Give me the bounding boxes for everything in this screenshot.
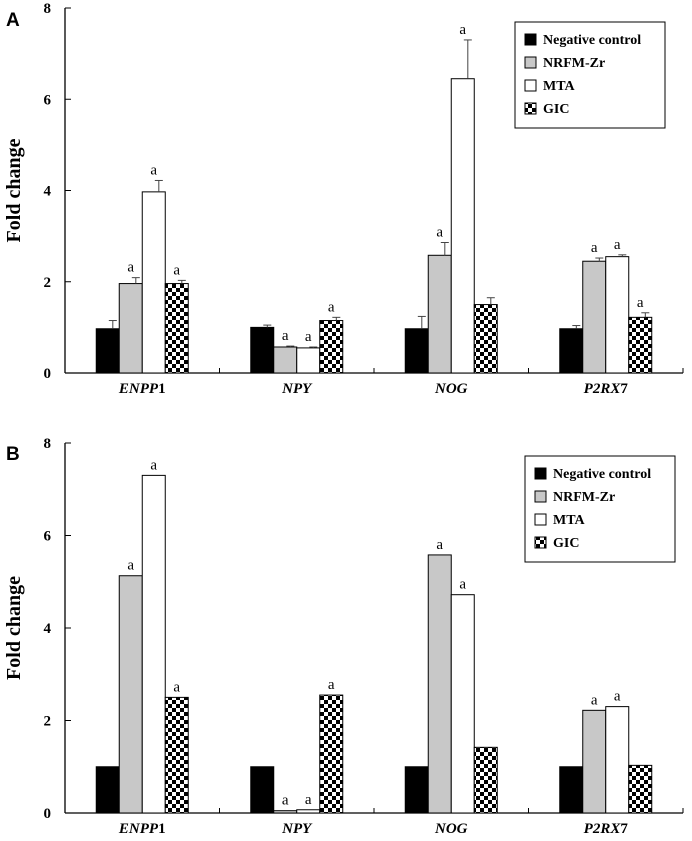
legend-label: GIC (553, 536, 579, 551)
bar (582, 260, 607, 374)
data-label: a (150, 162, 157, 178)
panel-label: B (6, 444, 20, 465)
bar (95, 766, 120, 814)
y-tick-label: 0 (44, 366, 52, 382)
bar (273, 346, 298, 374)
bar (296, 809, 321, 814)
data-label: a (127, 260, 134, 276)
y-tick-label: 0 (44, 806, 52, 822)
data-label: a (591, 240, 598, 256)
data-label: a (305, 329, 312, 345)
data-label: a (127, 558, 134, 574)
y-axis-label: Fold change (3, 138, 25, 242)
bar (450, 594, 475, 814)
data-label: a (150, 457, 157, 473)
data-label: a (305, 792, 312, 808)
panel-label: A (6, 10, 20, 31)
legend-label: GIC (543, 102, 569, 117)
bar (118, 283, 143, 374)
y-axis-label: Fold change (3, 576, 25, 680)
bar (164, 696, 189, 814)
bar (250, 326, 275, 374)
y-tick-label: 8 (44, 1, 52, 17)
legend: Negative control NRFM-Zr MTA GIC (514, 21, 666, 129)
bar (141, 191, 166, 374)
bar (319, 320, 344, 374)
bar (296, 347, 321, 374)
data-label: a (459, 577, 466, 593)
bar (404, 328, 429, 374)
bar (473, 746, 498, 814)
bar (559, 328, 584, 374)
y-tick-label: 6 (44, 92, 52, 108)
bar (450, 78, 475, 374)
bar (628, 316, 653, 374)
x-tick-label: P2RX7 (584, 381, 629, 397)
bar (628, 764, 653, 814)
y-tick-label: 4 (44, 621, 52, 637)
legend-swatch (534, 467, 547, 480)
data-label: a (591, 692, 598, 708)
bar (473, 304, 498, 374)
legend-swatch (534, 490, 547, 503)
x-tick-label: ENPP1 (118, 381, 166, 397)
bar (250, 766, 275, 814)
data-label: a (282, 328, 289, 344)
x-tick-label: NOG (434, 821, 468, 837)
legend-swatch (534, 513, 547, 526)
legend-swatch (524, 79, 537, 92)
x-tick-label: NOG (434, 381, 468, 397)
y-tick-label: 2 (44, 275, 52, 291)
data-label: a (614, 689, 621, 705)
bar (273, 810, 298, 814)
legend-swatch (524, 102, 537, 115)
bar (582, 709, 607, 814)
legend-swatch (524, 33, 537, 46)
bar (164, 283, 189, 374)
legend: Negative control NRFM-Zr MTA GIC (524, 455, 676, 563)
x-tick-label: NPY (281, 821, 313, 837)
data-label: a (436, 537, 443, 553)
legend-swatch (534, 536, 547, 549)
y-tick-label: 6 (44, 529, 52, 545)
bar (427, 254, 452, 374)
x-tick-label: P2RX7 (584, 821, 629, 837)
data-label: a (637, 295, 644, 311)
bar (559, 766, 584, 814)
legend-swatch (524, 56, 537, 69)
data-label: a (614, 237, 621, 253)
bar (404, 766, 429, 814)
data-label: a (459, 22, 466, 38)
y-tick-label: 8 (44, 436, 52, 452)
x-tick-label: NPY (281, 381, 313, 397)
data-label: a (328, 677, 335, 693)
legend-label: Negative control (553, 467, 651, 482)
legend-label: NRFM-Zr (543, 56, 605, 71)
legend-label: Negative control (543, 33, 641, 48)
x-tick-label: ENPP1 (118, 821, 166, 837)
bar (319, 694, 344, 814)
bar (605, 706, 630, 814)
legend-box (524, 455, 676, 563)
data-label: a (282, 793, 289, 809)
bar (605, 256, 630, 374)
data-label: a (173, 679, 180, 695)
y-tick-label: 2 (44, 714, 52, 730)
data-label: a (173, 262, 180, 278)
legend-label: MTA (543, 79, 576, 94)
legend-label: MTA (553, 513, 586, 528)
bar (427, 554, 452, 814)
bar (141, 474, 166, 814)
data-label: a (328, 299, 335, 315)
y-tick-label: 4 (44, 184, 52, 200)
bar (95, 328, 120, 374)
legend-box (514, 21, 666, 129)
bar (118, 575, 143, 814)
data-label: a (436, 225, 443, 241)
legend-label: NRFM-Zr (553, 490, 615, 505)
